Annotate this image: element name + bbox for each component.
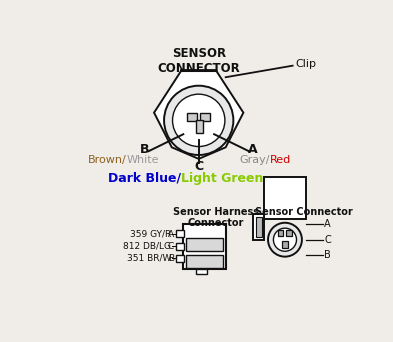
Text: 359 GY/R: 359 GY/R [130,229,171,238]
Bar [196,120,202,133]
Text: B: B [140,143,150,156]
Circle shape [173,94,225,146]
Text: Light Green: Light Green [181,172,263,185]
Bar [278,231,283,236]
Bar [185,238,222,251]
Text: A: A [248,143,257,156]
Bar [187,113,197,121]
Text: C: C [194,160,203,173]
Bar [176,231,184,237]
Polygon shape [154,71,243,159]
Text: A: A [168,230,174,239]
Circle shape [274,228,296,251]
Text: C: C [324,235,331,245]
Circle shape [164,86,233,155]
Bar [176,255,184,262]
Bar [196,269,207,274]
Text: Clip: Clip [295,59,316,69]
Bar [181,70,217,83]
Text: B: B [324,250,331,260]
Text: Sensor Harness
Connector: Sensor Harness Connector [173,207,259,228]
Bar [264,177,306,219]
Text: A: A [324,219,331,229]
Text: Gray/: Gray/ [239,155,270,165]
Bar [253,213,264,240]
Bar [282,241,288,248]
Text: Sensor Connector: Sensor Connector [255,207,353,216]
Text: 812 DB/LG: 812 DB/LG [123,241,171,250]
Text: Red: Red [270,155,291,165]
Bar [185,255,222,268]
Text: SENSOR
CONNECTOR: SENSOR CONNECTOR [157,47,240,75]
Text: White: White [127,155,160,165]
Text: C: C [168,242,174,251]
Bar [176,243,184,250]
Text: Brown/: Brown/ [88,155,127,165]
Circle shape [268,223,302,256]
Text: Dark Blue/: Dark Blue/ [108,172,181,185]
Bar [200,113,210,121]
Bar [286,231,292,236]
Bar [182,224,226,269]
Text: B: B [168,254,174,263]
Text: 351 BR/W: 351 BR/W [127,254,171,263]
Bar [256,216,262,237]
Bar [185,75,213,81]
